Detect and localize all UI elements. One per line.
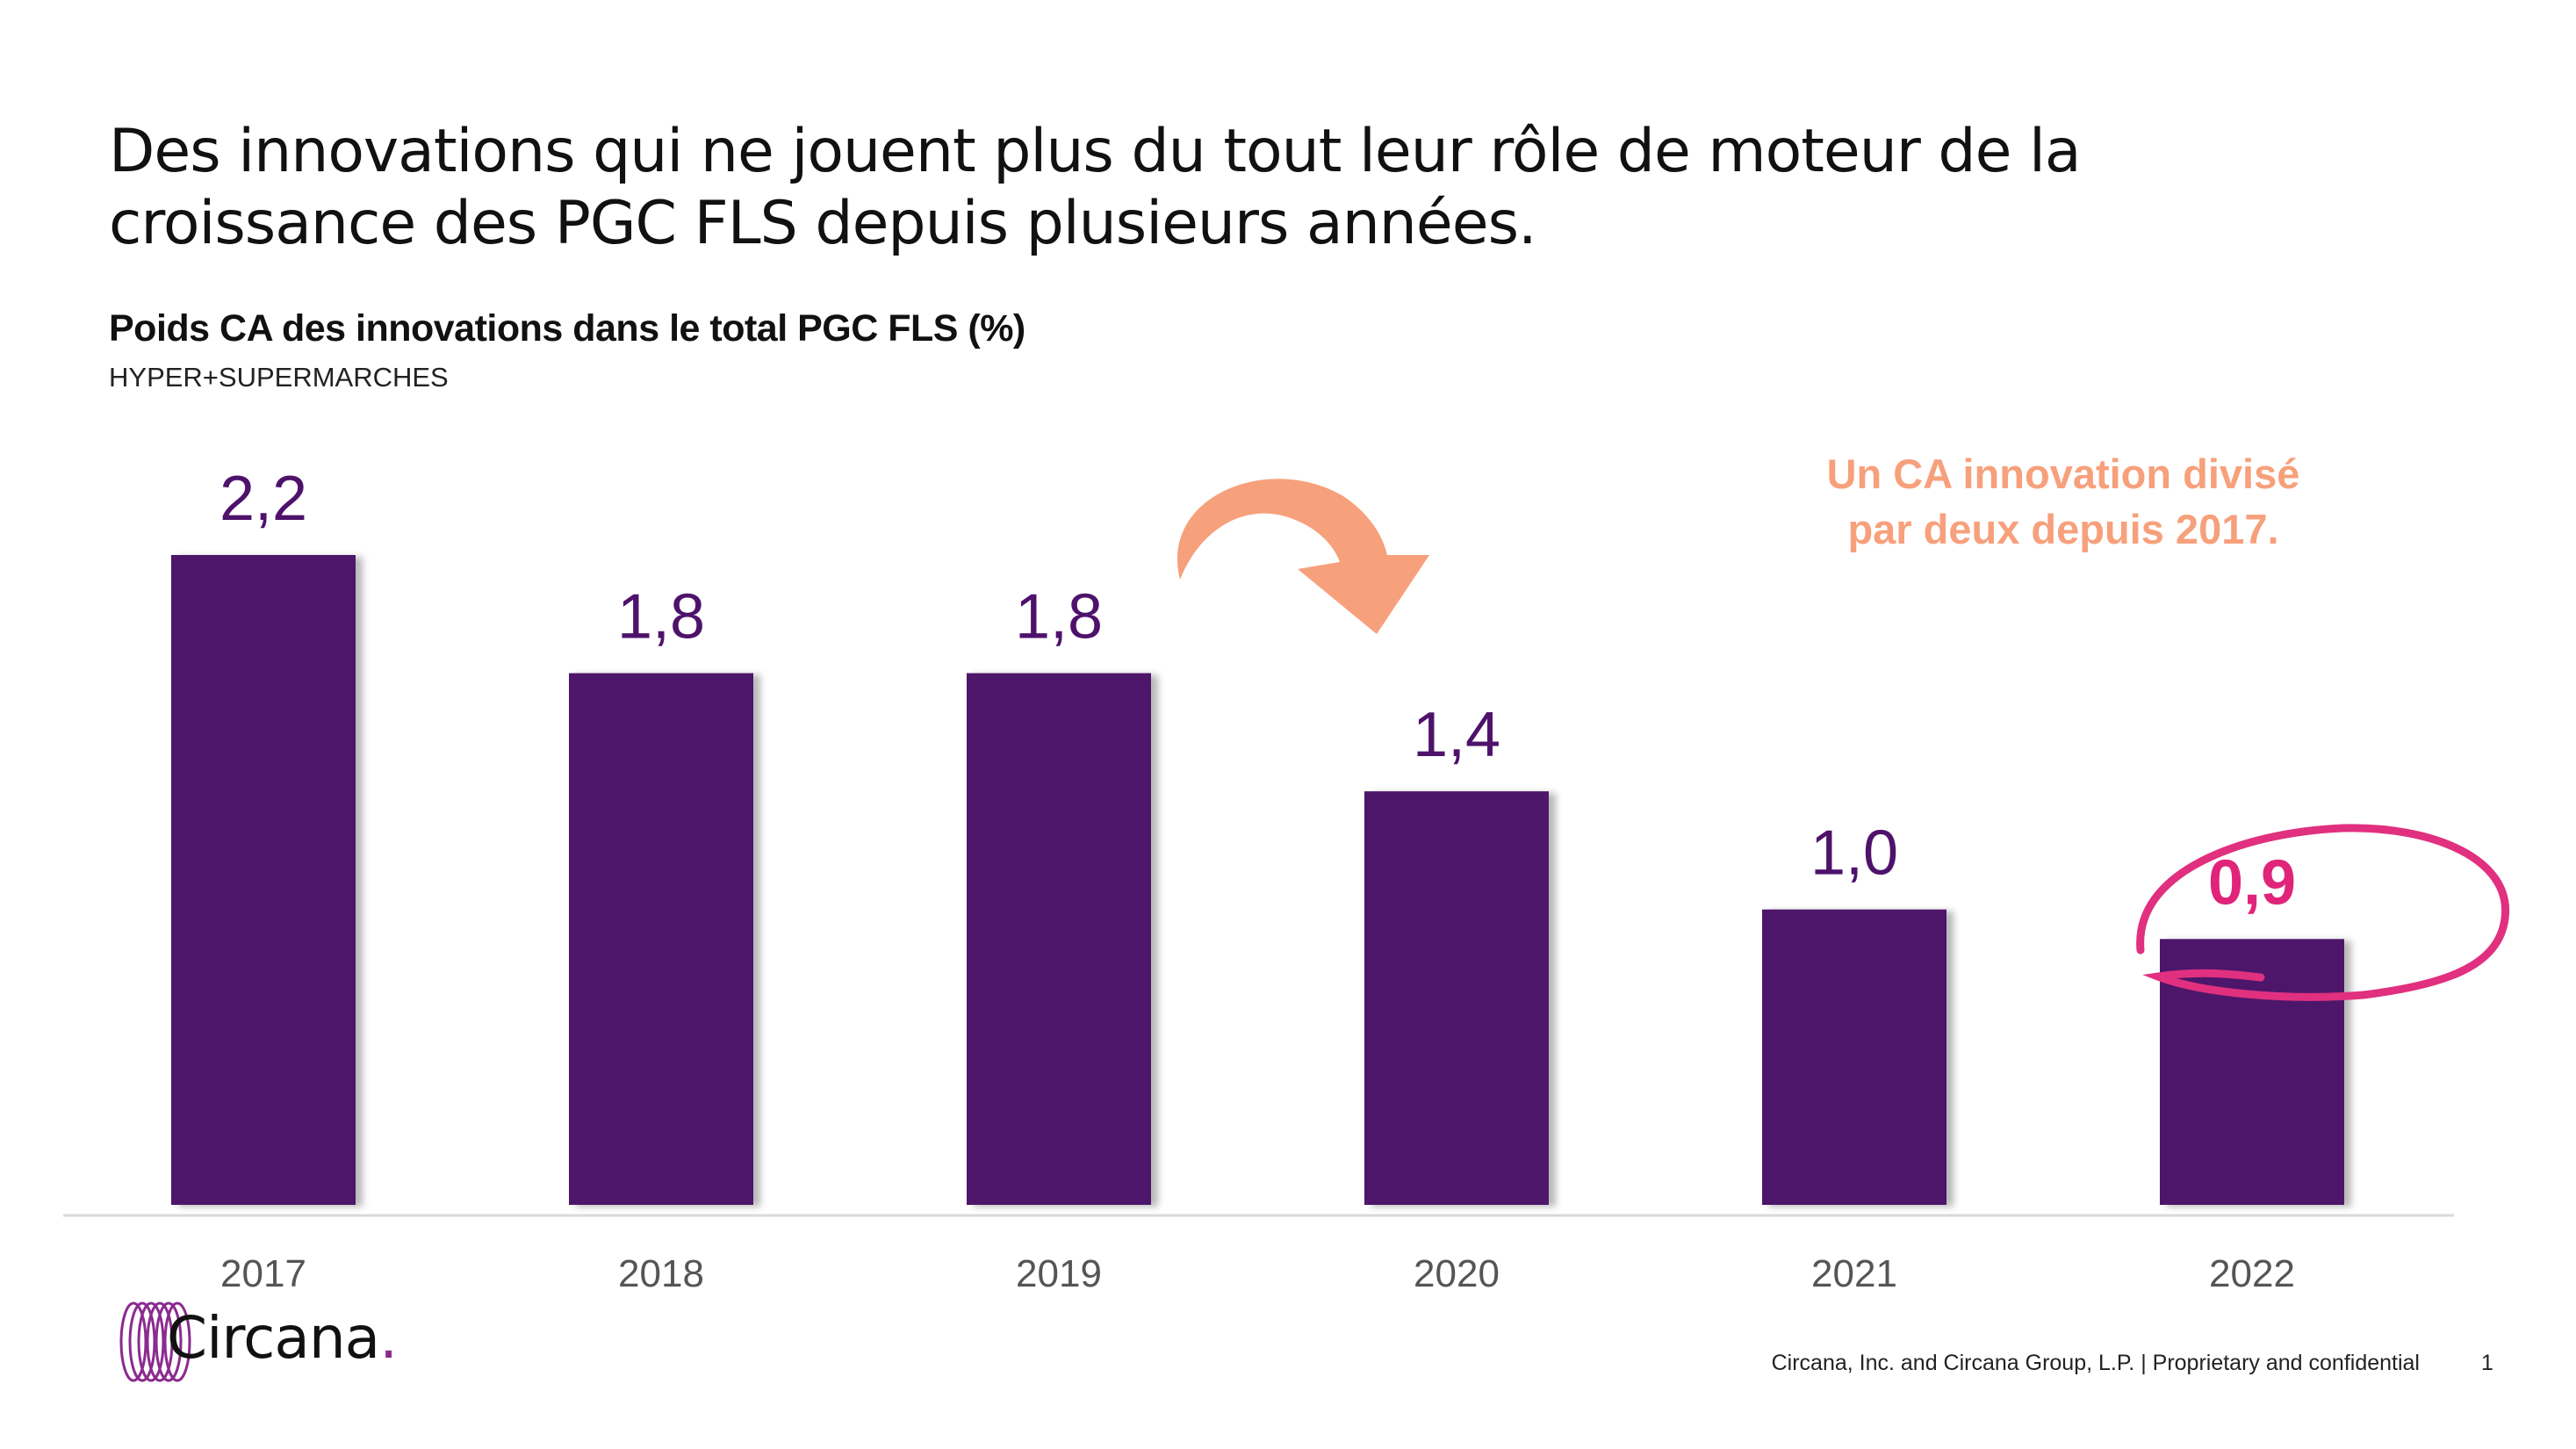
footer-confidential: Circana, Inc. and Circana Group, L.P. | … [1771, 1351, 2420, 1375]
x-tick-label-2018: 2018 [618, 1252, 704, 1295]
value-label-2017: 2,2 [219, 464, 307, 534]
bar-2017 [171, 555, 356, 1205]
chart-subtitle: HYPER+SUPERMARCHES [109, 362, 449, 393]
callout-line-1: Un CA innovation divisé [1826, 451, 2300, 497]
chart-title: Poids CA des innovations dans le total P… [109, 307, 1025, 350]
bar-2018 [569, 673, 753, 1205]
value-label-2022: 0,9 [2208, 847, 2296, 918]
highlight-circle [2136, 824, 2510, 1001]
logo-wordmark: Circana [167, 1304, 380, 1372]
value-label-2020: 1,4 [1413, 700, 1500, 770]
x-tick-label-2017: 2017 [220, 1252, 306, 1295]
value-label-2019: 1,8 [1015, 582, 1103, 652]
circana-logo: Circana. [167, 1304, 398, 1372]
value-label-2021: 1,0 [1810, 818, 1898, 889]
page-number: 1 [2481, 1351, 2493, 1375]
bar-2021 [1762, 909, 1946, 1205]
downward-trend-arrow [1176, 479, 1429, 634]
callout-line-2: par deux depuis 2017. [1847, 506, 2279, 552]
logo-dot: . [379, 1304, 398, 1372]
value-labels: 2,2 1,8 1,8 1,4 1,0 0,9 [219, 464, 2296, 918]
x-axis-ticks: 2017 2018 2019 2020 2021 2022 [220, 1252, 2295, 1295]
x-tick-label-2020: 2020 [1414, 1252, 1500, 1295]
bar-2019 [967, 673, 1151, 1205]
circana-rings-icon [119, 1301, 191, 1382]
x-tick-label-2022: 2022 [2209, 1252, 2295, 1295]
bars-group [171, 555, 2344, 1205]
slide-headline: Des innovations qui ne jouent plus du to… [109, 117, 2082, 258]
value-label-2018: 1,8 [617, 582, 705, 652]
callout-annotation: Un CA innovation divisé par deux depuis … [1800, 446, 2327, 557]
x-tick-label-2019: 2019 [1016, 1252, 1102, 1295]
x-tick-label-2021: 2021 [1811, 1252, 1897, 1295]
bar-2020 [1364, 791, 1549, 1205]
